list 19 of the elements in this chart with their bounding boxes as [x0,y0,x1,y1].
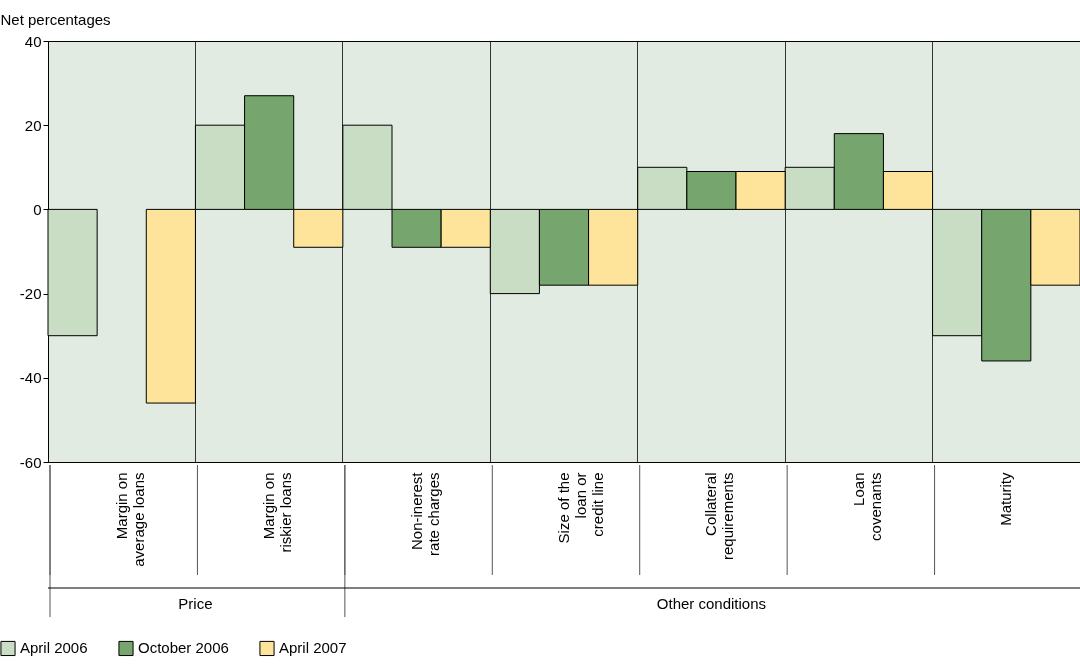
x-tick-label: Non-inerest rate charges [407,471,442,556]
legend-label: April 2006 [20,639,88,657]
x-tick-label: Margin on riskier loans [260,472,295,553]
legend-label: October 2006 [138,639,229,657]
y-tick-label: -40 [19,369,42,387]
x-tick-label: Size of the loan or credit line [555,472,606,544]
text: Price [178,595,213,612]
legend-label: April 2007 [279,639,347,657]
y-tick-label: 40 [24,32,42,50]
y-tick-label: 20 [24,116,42,134]
y-tick-label: -20 [19,285,42,303]
x-tick-label: Maturity [997,472,1015,526]
x-tick-label: Margin on average loans [112,472,147,567]
x-tick-label: Loan covenants [849,472,884,541]
x-tick-label: Collateral requirements [702,472,737,561]
text: Other conditions [656,595,767,612]
y-axis-title: Net percentages [0,10,111,28]
y-tick-label: 0 [33,200,42,218]
y-tick-label: -60 [19,453,42,471]
